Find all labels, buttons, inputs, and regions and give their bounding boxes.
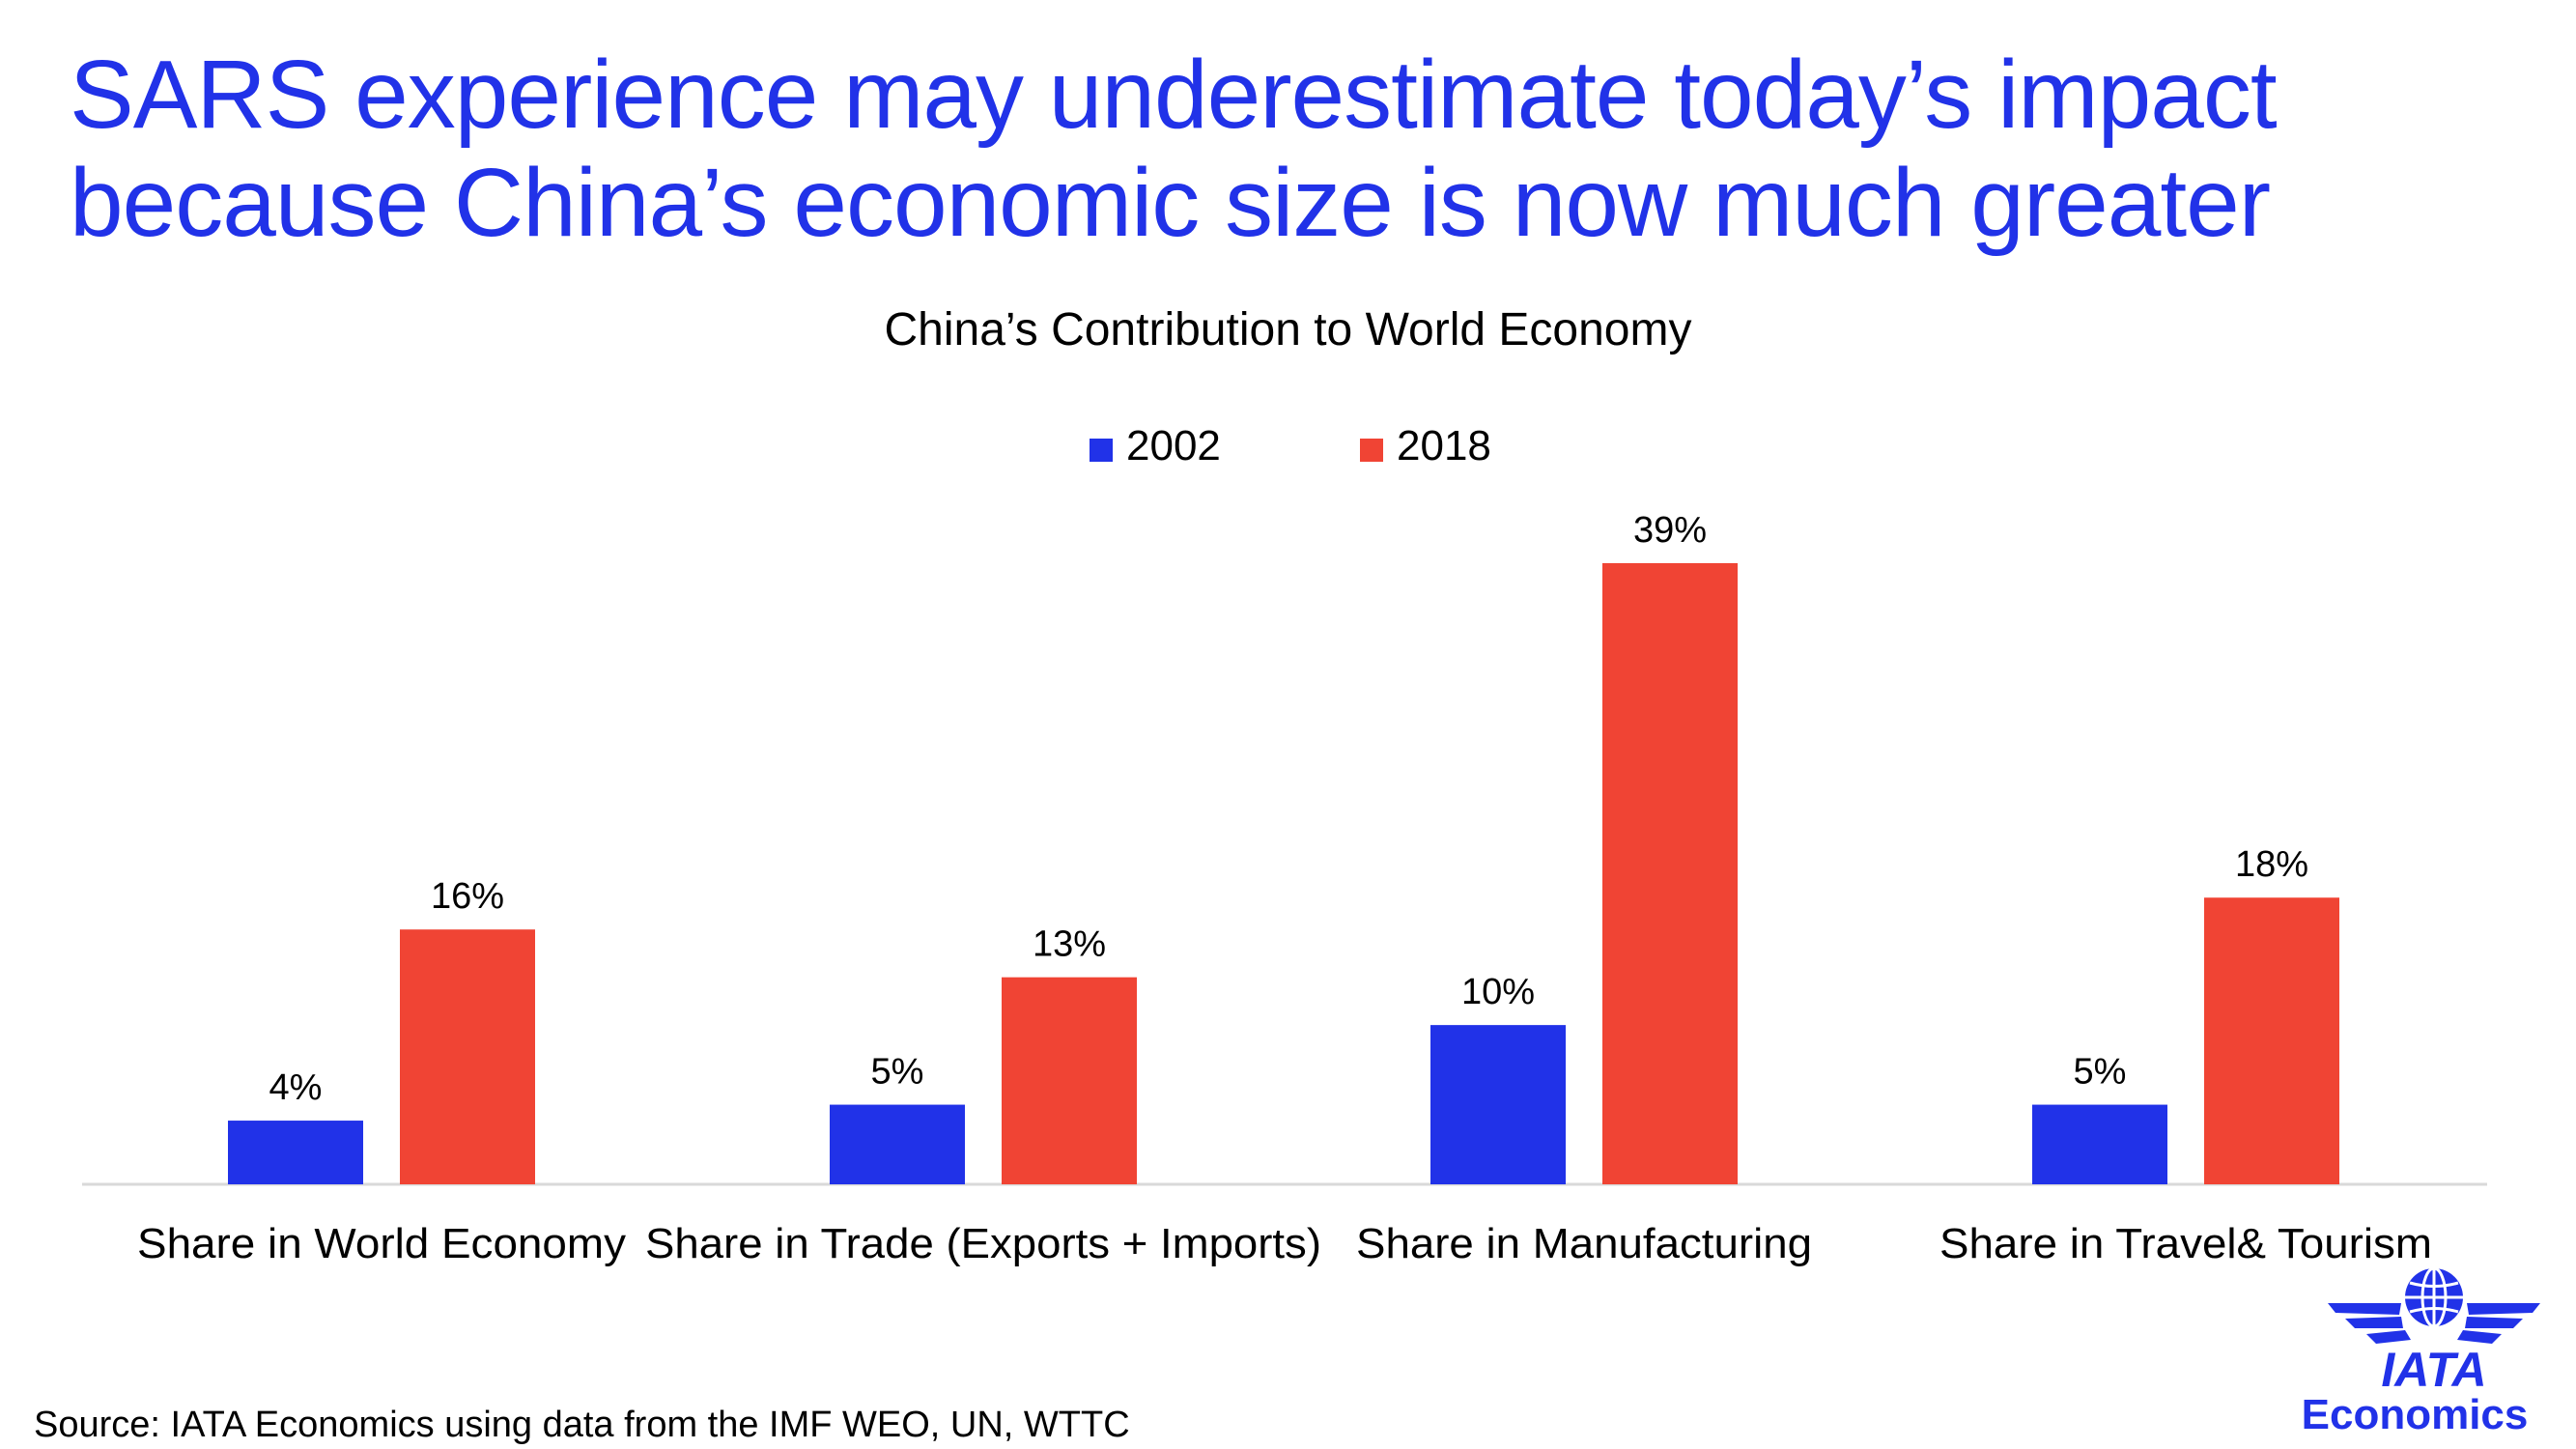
x-tick-label-4: Share in Travel& Tourism — [1939, 1220, 2432, 1267]
logo-subtitle: Economics — [2301, 1391, 2529, 1438]
page-title-line-1: SARS experience may underestimate today’… — [70, 41, 2278, 149]
globe-icon — [2405, 1266, 2463, 1328]
data-label-2002-2: 5% — [871, 1052, 924, 1093]
logo-wordmark: IATA — [2381, 1343, 2486, 1397]
data-label-2018-1: 16% — [431, 876, 504, 917]
chart-title: China’s Contribution to World Economy — [884, 304, 1692, 355]
bar-chart: 4% 16% Share in World Economy 5% 13% Share in… — [82, 510, 2487, 1267]
data-label-2018-3: 39% — [1633, 510, 1707, 551]
bar-2002-4 — [2032, 1104, 2167, 1184]
logo-subtitle-wrap: Economics — [0, 1391, 2531, 1439]
bar-2002-3 — [1430, 1025, 1566, 1184]
iata-logo: IATA — [2328, 1266, 2540, 1397]
bar-2018-1 — [400, 929, 535, 1184]
source-note: Source: IATA Economics using data from t… — [34, 1405, 1130, 1445]
x-tick-label-3: Share in Manufacturing — [1356, 1220, 1812, 1267]
chart-legend: 2002 2018 — [0, 417, 2576, 475]
x-tick-label-1: Share in World Economy — [137, 1220, 626, 1267]
data-label-2018-4: 18% — [2235, 844, 2308, 885]
bar-2018-4 — [2204, 897, 2339, 1184]
page-title: SARS experience may underestimate today’… — [70, 41, 2542, 257]
legend-swatch-2002 — [1090, 439, 1113, 462]
legend-label-2018: 2018 — [1397, 422, 1491, 469]
bar-2002-2 — [830, 1104, 965, 1184]
wings-icon — [2328, 1303, 2540, 1344]
x-tick-label-2: Share in Trade (Exports + Imports) — [645, 1220, 1321, 1267]
data-label-2002-1: 4% — [269, 1067, 323, 1108]
bar-2018-2 — [1002, 977, 1137, 1184]
data-label-2002-4: 5% — [2074, 1052, 2127, 1093]
bar-2002-1 — [228, 1121, 363, 1184]
page-title-line-2: because China’s economic size is now muc… — [70, 149, 2271, 257]
data-label-2018-2: 13% — [1033, 924, 1106, 965]
bar-2018-3 — [1602, 563, 1738, 1184]
legend-swatch-2018 — [1360, 439, 1383, 462]
data-label-2002-3: 10% — [1461, 972, 1535, 1012]
legend-label-2002: 2002 — [1126, 422, 1221, 469]
